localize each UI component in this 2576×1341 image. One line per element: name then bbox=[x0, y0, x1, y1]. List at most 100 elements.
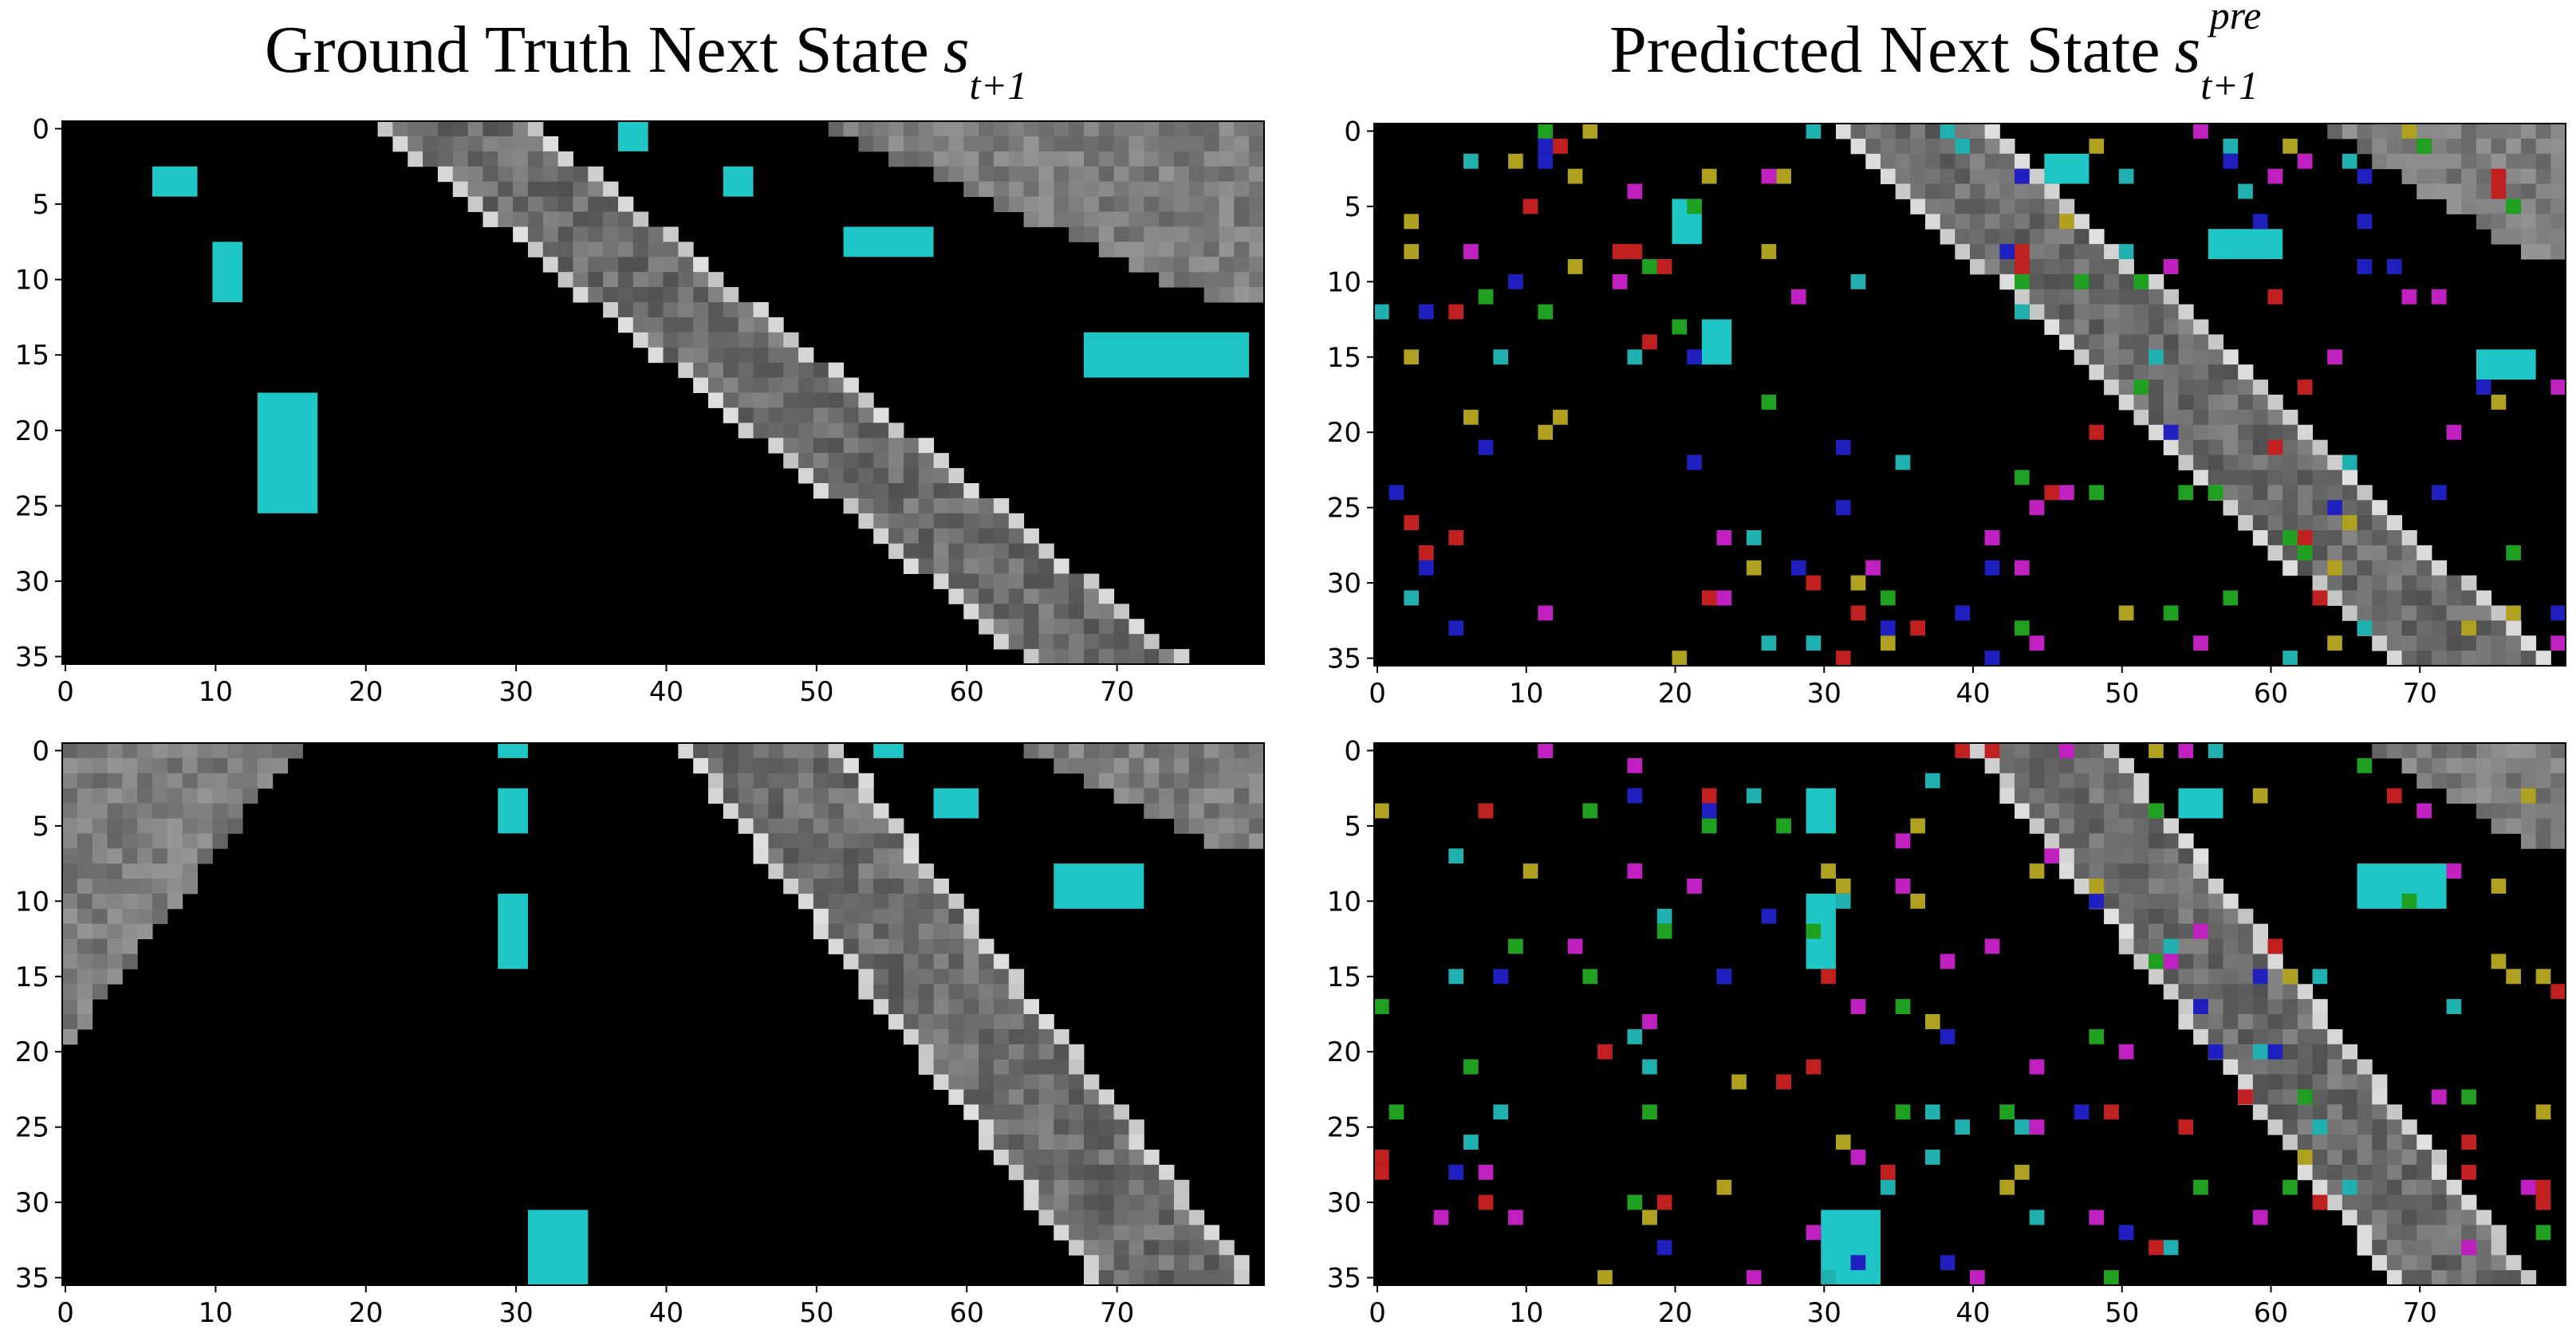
corner-cell bbox=[2535, 818, 2551, 834]
road-cell bbox=[1083, 619, 1100, 635]
road-cell bbox=[918, 558, 935, 574]
road-cell bbox=[768, 743, 784, 759]
road-cell bbox=[2357, 1225, 2373, 1241]
noise-cell bbox=[2446, 863, 2462, 879]
road-cell bbox=[873, 468, 889, 484]
road-cell bbox=[663, 347, 679, 364]
road-cell bbox=[813, 788, 829, 804]
corner-cell bbox=[2550, 788, 2566, 804]
road-cell bbox=[632, 317, 649, 333]
road-cell bbox=[2357, 1104, 2373, 1120]
road-cell bbox=[753, 377, 769, 393]
noise-cell bbox=[2267, 439, 2283, 455]
noise-cell bbox=[2208, 743, 2223, 758]
noise-cell bbox=[2535, 1179, 2551, 1195]
road-cell bbox=[2238, 969, 2254, 985]
road-cell bbox=[693, 287, 709, 303]
corner-cell bbox=[2550, 244, 2566, 260]
road-cell bbox=[723, 803, 739, 819]
road-cell bbox=[1083, 649, 1100, 665]
title-ground-truth: Ground Truth Next State st+1 bbox=[0, 11, 1292, 115]
road-cell bbox=[1023, 1150, 1039, 1166]
road-cell bbox=[2104, 848, 2120, 864]
road-cell bbox=[768, 848, 784, 864]
road-cell bbox=[888, 543, 904, 560]
corner-cell bbox=[873, 121, 889, 137]
road-cell bbox=[2283, 1104, 2298, 1120]
corner-cell bbox=[257, 757, 274, 774]
road-cell bbox=[1984, 214, 2000, 230]
road-cell bbox=[2089, 757, 2105, 774]
corner-cell bbox=[1083, 757, 1100, 774]
noise-cell bbox=[2178, 485, 2194, 501]
road-cell bbox=[1113, 1194, 1129, 1211]
road-cell bbox=[2208, 439, 2223, 456]
road-cell bbox=[2238, 938, 2254, 954]
noise-cell bbox=[1656, 1194, 1672, 1210]
road-cell bbox=[2118, 848, 2134, 864]
corner-cell bbox=[1054, 151, 1069, 167]
road-cell bbox=[2283, 439, 2298, 456]
road-cell bbox=[452, 166, 469, 183]
road-cell bbox=[2491, 1225, 2507, 1241]
road-cell bbox=[963, 969, 979, 985]
road-cell bbox=[542, 151, 559, 167]
road-cell bbox=[2193, 439, 2209, 456]
corner-cell bbox=[1249, 773, 1265, 789]
road-cell bbox=[918, 543, 935, 560]
noise-cell bbox=[1701, 168, 1717, 184]
road-cell bbox=[467, 121, 483, 137]
road-cell bbox=[573, 211, 589, 227]
road-cell bbox=[2059, 863, 2075, 879]
road-cell bbox=[933, 923, 949, 940]
road-cell bbox=[2223, 1014, 2239, 1030]
road-cell bbox=[452, 121, 469, 137]
noise-cell bbox=[1687, 349, 1702, 365]
road-cell bbox=[1054, 1059, 1069, 1076]
road-cell bbox=[1984, 168, 2000, 185]
corner-cell bbox=[107, 893, 123, 910]
road-cell bbox=[2163, 349, 2179, 365]
corner-cell bbox=[1023, 211, 1039, 227]
road-cell bbox=[1113, 604, 1129, 619]
road-cell bbox=[1144, 649, 1160, 665]
noise-cell bbox=[2163, 424, 2179, 440]
road-cell bbox=[542, 196, 559, 212]
road-cell bbox=[768, 423, 784, 438]
road-cell bbox=[1069, 1209, 1085, 1225]
x-tick-label: 70 bbox=[2403, 1297, 2437, 1329]
road-cell bbox=[903, 908, 920, 925]
noise-cell bbox=[2223, 590, 2239, 606]
corner-cell bbox=[993, 181, 1010, 198]
road-cell bbox=[918, 1059, 935, 1076]
road-cell bbox=[2104, 833, 2120, 849]
road-cell bbox=[1984, 124, 2000, 140]
road-cell bbox=[2446, 1209, 2462, 1225]
road-cell bbox=[798, 377, 814, 393]
road-cell bbox=[873, 423, 889, 438]
noise-cell bbox=[1835, 1135, 1851, 1150]
noise-cell bbox=[1776, 1074, 1791, 1090]
road-cell bbox=[678, 302, 694, 318]
road-cell bbox=[1008, 1104, 1025, 1120]
corner-cell bbox=[1038, 166, 1054, 183]
road-cell bbox=[979, 1014, 995, 1030]
x-tick-label: 40 bbox=[649, 1297, 683, 1329]
car bbox=[257, 392, 318, 513]
noise-cell bbox=[1656, 923, 1672, 939]
road-cell bbox=[452, 151, 469, 167]
road-cell bbox=[723, 407, 739, 423]
noise-cell bbox=[2283, 138, 2298, 154]
road-cell bbox=[1038, 1164, 1054, 1181]
road-cell bbox=[2252, 530, 2268, 546]
road-cell bbox=[1023, 604, 1039, 619]
road-cell bbox=[2015, 153, 2030, 170]
road-cell bbox=[663, 332, 679, 348]
road-cell bbox=[2401, 1194, 2417, 1211]
corner-cell bbox=[77, 773, 93, 789]
road-cell bbox=[768, 332, 784, 348]
road-cell bbox=[2506, 635, 2522, 651]
road-cell bbox=[2104, 364, 2120, 380]
corner-cell bbox=[1249, 287, 1265, 303]
corner-cell bbox=[1203, 833, 1219, 849]
